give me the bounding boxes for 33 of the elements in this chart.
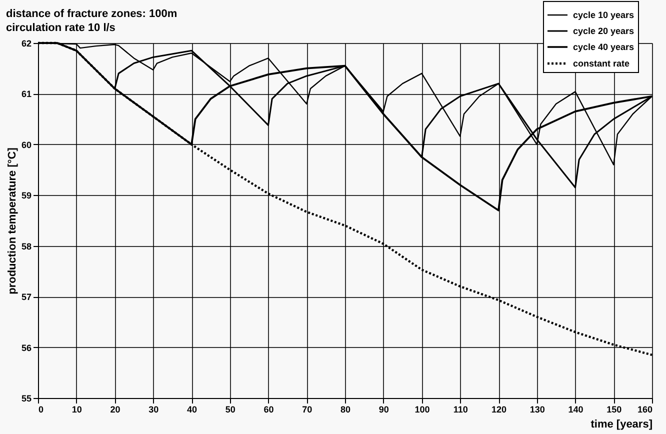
x-tick-label: 70 bbox=[302, 404, 312, 414]
y-tick-label: 62 bbox=[21, 38, 32, 48]
y-tick-label: 57 bbox=[21, 292, 32, 302]
y-tick-label: 55 bbox=[21, 394, 32, 404]
chart-title: distance of fracture zones: 100m bbox=[6, 8, 178, 20]
x-tick-label: 0 bbox=[38, 404, 44, 414]
x-axis-title: time [years] bbox=[590, 418, 653, 430]
x-tick-label: 120 bbox=[491, 404, 507, 414]
x-tick-label: 20 bbox=[110, 404, 120, 414]
x-tick-label: 40 bbox=[186, 404, 198, 414]
legend-label: cycle 10 years bbox=[573, 10, 634, 20]
x-tick-label: 110 bbox=[453, 404, 468, 414]
y-tick-label: 60 bbox=[21, 140, 32, 150]
x-tick-label: 150 bbox=[606, 404, 622, 414]
y-tick-label: 56 bbox=[21, 342, 32, 353]
x-tick-label: 60 bbox=[264, 404, 274, 414]
legend-label: cycle 40 years bbox=[573, 42, 634, 52]
legend-label: constant rate bbox=[573, 58, 630, 68]
x-tick-label: 90 bbox=[378, 404, 389, 414]
x-tick-label: 140 bbox=[568, 404, 584, 414]
x-tick-label: 30 bbox=[148, 404, 159, 414]
y-tick-label: 61 bbox=[21, 89, 32, 100]
y-axis-title: production temperature [°C] bbox=[6, 147, 18, 294]
x-tick-label: 100 bbox=[414, 404, 430, 414]
y-tick-label: 59 bbox=[21, 190, 32, 201]
x-tick-label: 50 bbox=[225, 404, 236, 414]
y-tick-label: 58 bbox=[21, 241, 32, 252]
x-tick-label: 160 bbox=[637, 404, 652, 414]
x-tick-label: 80 bbox=[340, 404, 351, 414]
x-tick-label: 130 bbox=[530, 404, 545, 414]
x-tick-label: 10 bbox=[72, 404, 82, 414]
legend-label: cycle 20 years bbox=[573, 26, 634, 36]
chart-subtitle: circulation rate 10 l/s bbox=[6, 22, 116, 34]
